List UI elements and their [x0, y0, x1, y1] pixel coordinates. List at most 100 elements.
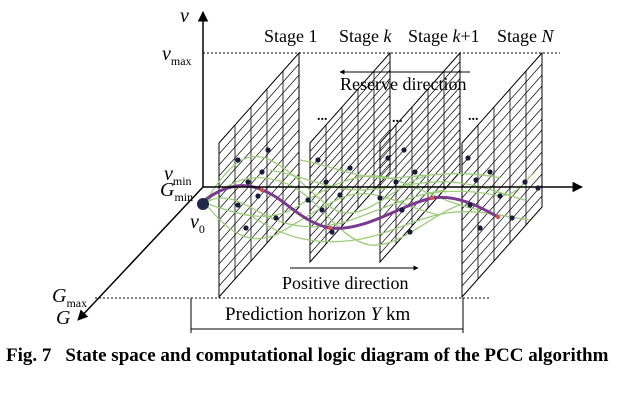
stage-plane-3-rung: [379, 69, 461, 161]
state-space-diagram: v vmax vmin Gmin v0 Gmax G Stage 1 Stage…: [52, 5, 584, 333]
stage-plane-3-outline: [379, 51, 461, 264]
prediction-horizon-label: Prediction horizon Y km: [225, 304, 410, 325]
stage-plane-4-rung: [461, 129, 543, 221]
state-node: [319, 207, 325, 213]
stage-plane-4-rung: [461, 74, 543, 166]
state-node: [385, 155, 391, 161]
state-node: [522, 179, 528, 185]
gmax-label: Gmax: [52, 285, 87, 310]
candidate-trajectory-6: [269, 169, 526, 201]
state-node: [377, 195, 383, 201]
state-node: [393, 179, 399, 185]
state-node: [323, 179, 329, 185]
path-marker: [429, 195, 435, 201]
state-node: [255, 193, 261, 199]
state-node: [243, 225, 249, 231]
stage-plane-3-rung: [379, 146, 461, 237]
state-node: [259, 169, 265, 175]
stage-plane-4: [461, 51, 543, 299]
stage-plane-4-rung: [461, 184, 543, 276]
stage-plane-2-rung: [309, 95, 391, 186]
v-axis-label: v: [180, 5, 189, 27]
stage-plane-2-rung: [309, 78, 391, 169]
candidate-trajectory-1: [204, 155, 431, 214]
stage-plane-4-rung: [461, 118, 543, 210]
state-node: [465, 155, 471, 161]
stage-n-label: Stage N: [497, 26, 555, 46]
candidate-trajectory-9: [419, 171, 536, 197]
candidate-trajectory-7: [249, 211, 531, 243]
stage-plane-4-rung: [461, 195, 543, 287]
candidate-trajectory-2: [204, 193, 441, 240]
stage-plane-4-rung: [461, 140, 543, 232]
state-nodes: [235, 147, 541, 235]
reserve-direction-label: Reserve direction: [340, 74, 466, 94]
stage-plane-2-rung: [309, 103, 391, 195]
stage-k1-label: Stage k+1: [408, 26, 480, 46]
stage-plane-1-rung: [218, 129, 300, 221]
stage-plane-1-rung: [218, 63, 300, 155]
candidate-trajectory-8: [299, 159, 501, 179]
state-node: [407, 229, 413, 235]
stage-plane-3-rung: [379, 86, 461, 178]
stage-plane-2-rung: [309, 163, 391, 254]
ellipsis-3: ...: [468, 109, 479, 124]
stage-plane-2-rung: [309, 69, 391, 161]
stage-plane-1-rung: [218, 184, 300, 276]
candidate-trajectories: [204, 155, 536, 246]
state-node: [315, 157, 321, 163]
path-marker: [327, 225, 333, 231]
candidate-trajectory-5: [204, 189, 446, 228]
stage-plane-1-rung: [218, 140, 300, 232]
stage-plane-1-outline: [218, 51, 300, 299]
state-node: [412, 169, 418, 175]
state-node: [399, 207, 405, 213]
state-node: [235, 202, 241, 208]
stage-plane-2-rung: [309, 137, 391, 229]
stage-plane-1-rung: [218, 162, 300, 254]
stage-plane-2-rung: [309, 146, 391, 237]
gmin-label: Gmin: [160, 179, 193, 204]
stage-plane-3-rung: [379, 120, 461, 212]
state-node: [509, 215, 515, 221]
vmax-label: vmax: [162, 43, 192, 68]
candidate-trajectory-4: [204, 175, 481, 217]
stage-plane-1-rung: [218, 173, 300, 265]
stage-plane-1-rung: [218, 118, 300, 210]
start-point: [197, 198, 209, 210]
stage-plane-2-rung: [309, 129, 391, 220]
stage-plane-1: [218, 51, 300, 299]
caption-text: State space and computational logic diag…: [65, 345, 609, 366]
stage-plane-1-rung: [218, 195, 300, 287]
stage-plane-3-rung: [379, 163, 461, 254]
figure-number: Fig. 7: [6, 345, 52, 366]
stage-1-label: Stage 1: [264, 26, 318, 46]
stage-plane-1-rung: [218, 85, 300, 177]
ellipsis-2: ...: [392, 111, 403, 126]
state-node: [265, 147, 271, 153]
state-node: [337, 192, 343, 198]
state-node: [487, 169, 493, 175]
stage-plane-1-rung: [218, 74, 300, 166]
stage-plane-4-rung: [461, 63, 543, 155]
path-marker: [495, 214, 501, 220]
candidate-trajectory-3: [204, 177, 461, 246]
stage-k-label: Stage k: [339, 26, 393, 46]
stage-plane-2-rung: [309, 86, 391, 178]
state-node: [329, 229, 335, 235]
vmin-label: vmin: [164, 163, 192, 188]
v0-label: v0: [190, 211, 205, 236]
stage-plane-1-rung: [218, 96, 300, 188]
state-node: [305, 197, 311, 203]
ellipsis-1: ...: [317, 109, 328, 124]
state-node: [535, 185, 541, 191]
figure-caption: Fig. 7 State space and computational logi…: [6, 342, 626, 369]
state-node: [273, 215, 279, 221]
state-node: [245, 179, 251, 185]
state-node: [467, 202, 473, 208]
stage-plane-3-rung: [379, 95, 461, 186]
g-axis: [77, 186, 204, 321]
state-node: [497, 193, 503, 199]
stage-plane-4-rung: [461, 85, 543, 177]
state-node: [235, 157, 241, 163]
